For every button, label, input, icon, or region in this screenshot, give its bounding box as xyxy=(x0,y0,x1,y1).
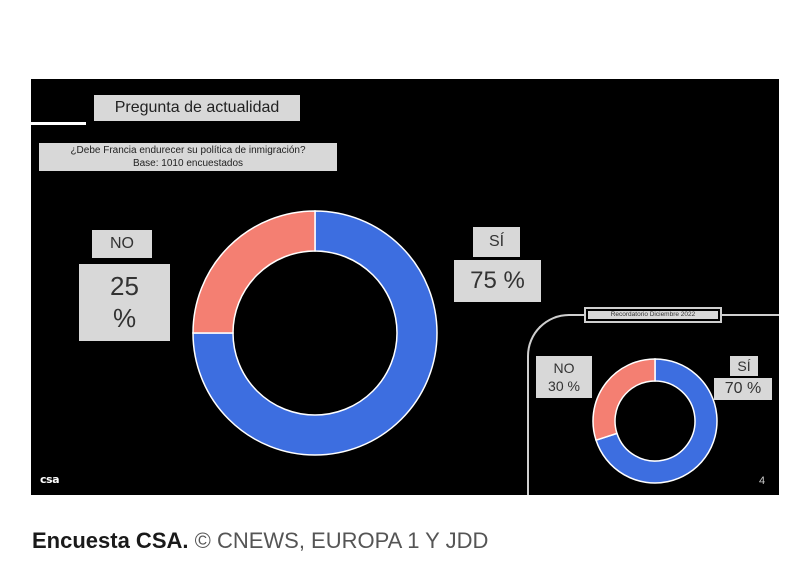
chart-slide: Pregunta de actualidad ¿Debe Francia end… xyxy=(31,79,779,495)
si-label: SÍ xyxy=(473,227,520,257)
caption-credit: © CNEWS, EUROPA 1 Y JDD xyxy=(194,528,489,553)
reminder-no-value: 30 % xyxy=(548,378,580,394)
question-box: ¿Debe Francia endurecer su política de i… xyxy=(39,143,337,171)
reminder-si-value: 70 % xyxy=(714,378,772,400)
page-number: 4 xyxy=(759,475,766,487)
caption-title: Encuesta CSA. xyxy=(32,528,189,553)
slice-s xyxy=(192,210,438,456)
question-text: ¿Debe Francia endurecer su política de i… xyxy=(70,145,306,156)
no-label: NO xyxy=(92,230,152,258)
reminder-title: Recordatorio Diciembre 2022 xyxy=(588,311,718,319)
slice-s xyxy=(595,358,718,484)
reminder-donut-chart xyxy=(592,358,718,484)
no-value-percent: % xyxy=(112,303,137,333)
caption: Encuesta CSA. © CNEWS, EUROPA 1 Y JDD xyxy=(32,528,488,554)
slice-no xyxy=(592,358,656,442)
slide-title: Pregunta de actualidad xyxy=(94,95,300,121)
main-donut-chart xyxy=(192,210,438,456)
reminder-no-box: NO 30 % xyxy=(536,356,592,398)
csa-logo: csa xyxy=(40,473,60,486)
decorative-line xyxy=(31,122,86,125)
reminder-no-label: NO xyxy=(553,360,575,376)
reminder-si-label: SÍ xyxy=(730,356,758,376)
slice-no xyxy=(192,210,316,334)
base-text: Base: 1010 encuestados xyxy=(132,158,244,169)
no-value-number: 25 xyxy=(110,271,139,301)
reminder-title-box: Recordatorio Diciembre 2022 xyxy=(584,307,722,323)
si-value: 75 % xyxy=(454,260,541,302)
no-value: 25 % xyxy=(79,264,170,341)
